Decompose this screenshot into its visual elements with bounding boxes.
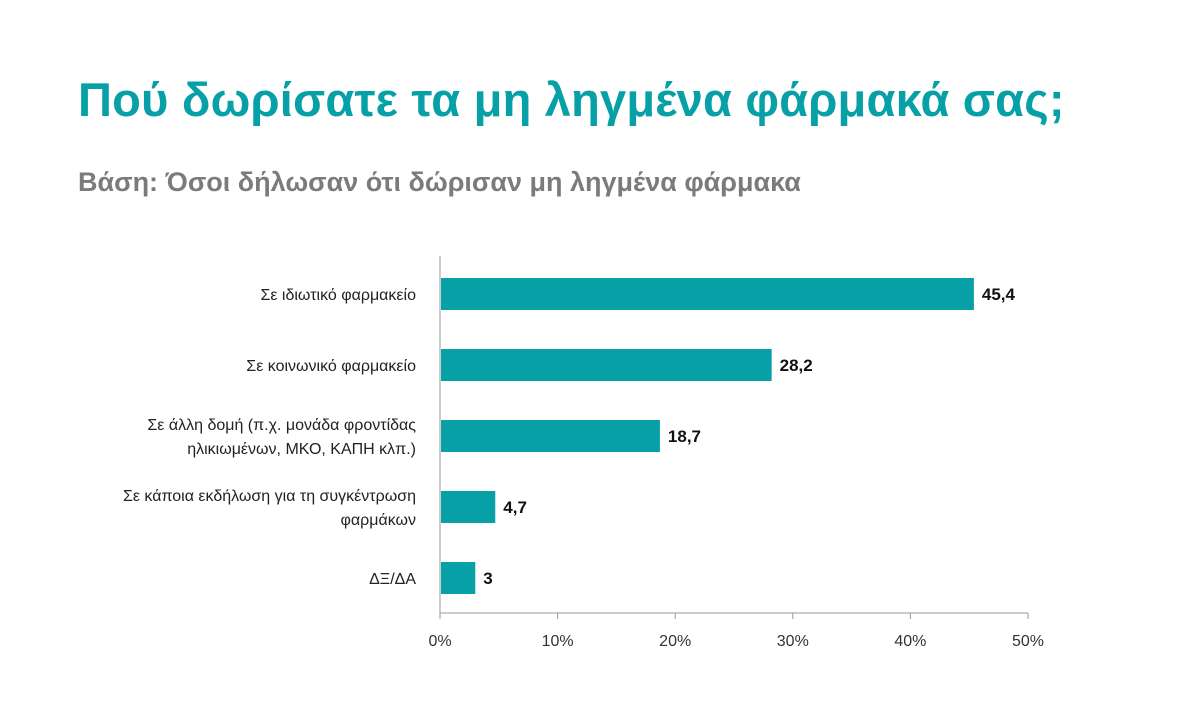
value-label-2: 18,7	[668, 427, 701, 446]
x-tick-label-4: 40%	[894, 633, 926, 650]
value-label-4: 3	[483, 569, 492, 588]
x-tick-label-0: 0%	[428, 633, 451, 650]
x-tick-label-5: 50%	[1012, 633, 1044, 650]
category-label-4-0: ΔΞ/ΔΑ	[369, 571, 416, 588]
bar-2	[441, 420, 660, 452]
x-tick-label-2: 20%	[659, 633, 691, 650]
value-label-1: 28,2	[780, 356, 813, 375]
bar-3	[441, 491, 496, 523]
x-tick-label-3: 30%	[777, 633, 809, 650]
chart-subtitle: Βάση: Όσοι δήλωσαν ότι δώρισαν μη ληγμέν…	[78, 167, 801, 197]
chart-title: Πού δωρίσατε τα μη ληγμένα φάρμακά σας;	[78, 73, 1065, 126]
category-label-3-1: φαρμάκων	[341, 512, 417, 529]
bar-1	[441, 349, 772, 381]
category-label-2-1: ηλικιωμένων, ΜΚΟ, ΚΑΠΗ κλπ.)	[187, 441, 416, 458]
value-label-0: 45,4	[982, 285, 1016, 304]
bar-4	[441, 562, 476, 594]
category-label-0-0: Σε ιδιωτικό φαρμακείο	[260, 287, 416, 304]
category-label-1-0: Σε κοινωνικό φαρμακείο	[246, 358, 416, 375]
value-label-3: 4,7	[503, 498, 527, 517]
category-label-3-0: Σε κάποια εκδήλωση για τη συγκέντρωση	[123, 488, 416, 505]
x-tick-label-1: 10%	[542, 633, 574, 650]
category-label-2-0: Σε άλλη δομή (π.χ. μονάδα φροντίδας	[147, 417, 416, 434]
bar-0	[441, 278, 974, 310]
